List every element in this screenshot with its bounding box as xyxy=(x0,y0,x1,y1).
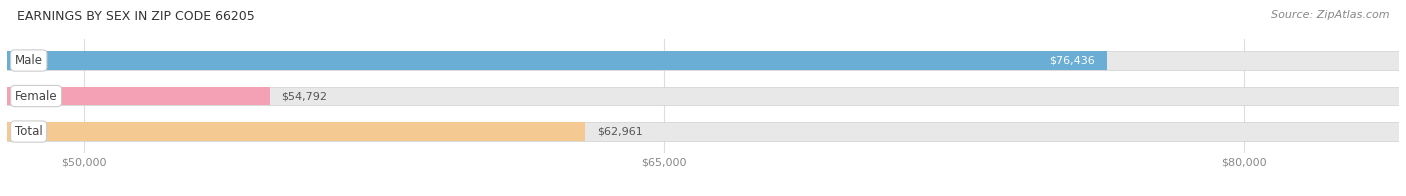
Bar xyxy=(7,122,585,141)
Bar xyxy=(7,87,1399,105)
Bar xyxy=(7,51,1399,70)
Text: EARNINGS BY SEX IN ZIP CODE 66205: EARNINGS BY SEX IN ZIP CODE 66205 xyxy=(17,10,254,23)
Text: Total: Total xyxy=(14,125,42,138)
Bar xyxy=(7,51,1107,70)
Bar xyxy=(7,87,270,105)
Bar xyxy=(7,122,1399,141)
Text: Female: Female xyxy=(14,90,58,103)
Text: $54,792: $54,792 xyxy=(281,91,328,101)
Text: $62,961: $62,961 xyxy=(598,127,643,137)
Text: Male: Male xyxy=(14,54,42,67)
Text: Source: ZipAtlas.com: Source: ZipAtlas.com xyxy=(1271,10,1389,20)
Text: $76,436: $76,436 xyxy=(1049,55,1095,65)
